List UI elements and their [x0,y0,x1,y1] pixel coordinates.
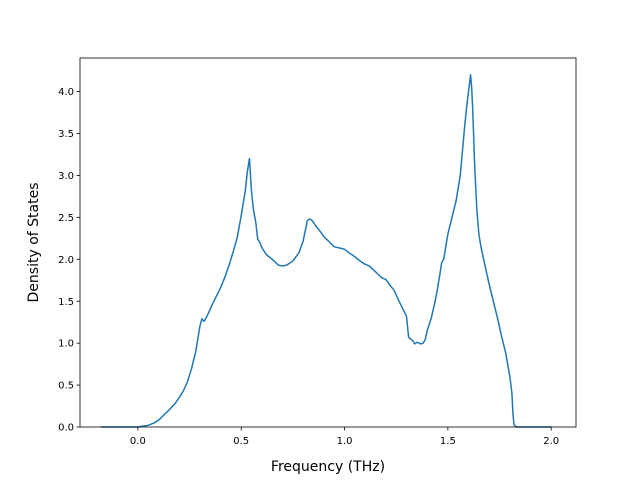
plot-area [100,74,552,428]
series-line-1 [100,74,552,428]
y-tick-label: 2.5 [58,213,74,224]
y-tick-label: 0.0 [58,423,74,434]
x-tick-label: 1.5 [440,436,456,447]
x-axis-label: Frequency (THz) [271,459,385,475]
x-axis-ticks: 0.0 0.5 1.0 1.5 2.0 [130,427,559,447]
x-tick-label: 1.0 [337,436,353,447]
axes-frame [79,57,577,428]
x-tick-label: 2.0 [543,436,559,447]
y-tick-label: 1.5 [58,297,74,308]
x-tick-label: 0.5 [233,436,249,447]
x-tick-label: 0.0 [130,436,146,447]
y-tick-label: 3.5 [58,129,74,140]
y-tick-label: 2.0 [58,255,74,266]
y-axis-label: Density of States [26,183,42,303]
y-axis-ticks: 0.0 0.5 1.0 1.5 2.0 2.5 3.0 3.5 4.0 [58,87,80,434]
y-tick-label: 4.0 [58,87,74,98]
y-tick-label: 1.0 [58,339,74,350]
y-tick-label: 0.5 [58,381,74,392]
y-tick-label: 3.0 [58,171,74,182]
